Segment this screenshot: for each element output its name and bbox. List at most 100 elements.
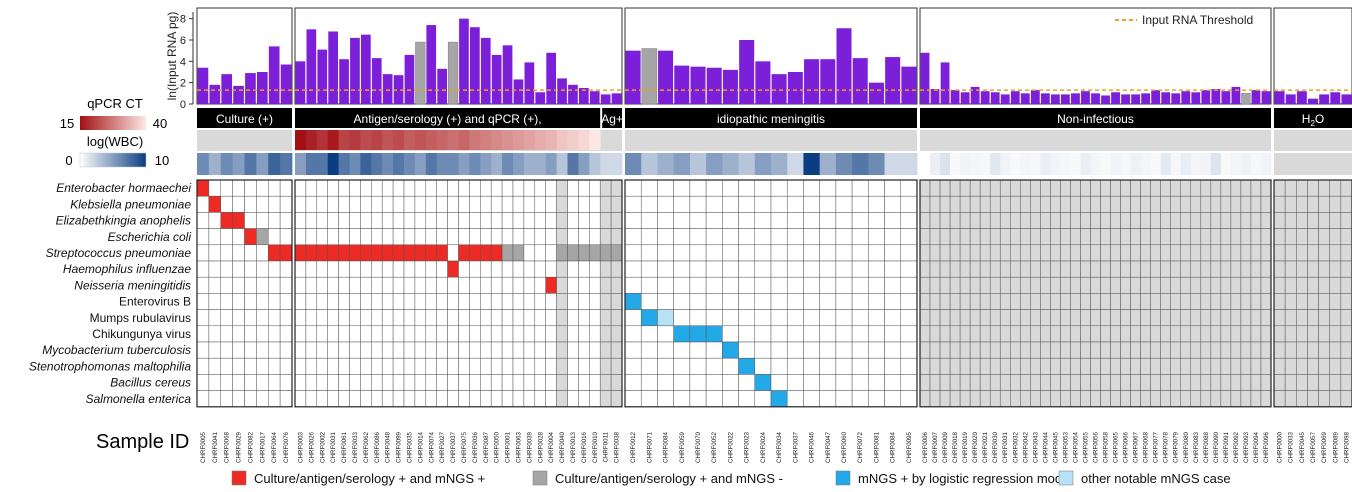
qpcr-empty-band xyxy=(1274,130,1352,150)
organism-label: Elizabethkingia anophelis xyxy=(56,214,191,228)
wbc-cell xyxy=(920,153,931,175)
grid-cell xyxy=(1100,357,1111,375)
wbc-cell xyxy=(256,153,269,175)
grid-cell xyxy=(959,293,971,310)
grid-cell xyxy=(1130,212,1141,229)
grid-cell xyxy=(425,293,437,310)
grid-cell xyxy=(1220,212,1232,229)
grid-cell xyxy=(208,309,221,327)
grid-cell xyxy=(939,228,951,246)
grid-cell xyxy=(1329,212,1342,229)
grid-cell xyxy=(381,179,394,197)
wbc-cell xyxy=(349,153,361,175)
wbc-cell xyxy=(197,153,210,175)
grid-cell xyxy=(316,179,328,197)
grid-cell xyxy=(458,390,470,408)
grid-cell xyxy=(1050,341,1061,359)
wbc-cell xyxy=(803,153,821,175)
grid-cell xyxy=(294,390,307,408)
grid-cell xyxy=(414,276,427,294)
grid-cell xyxy=(305,276,318,294)
grid-cell xyxy=(244,244,257,262)
rna-bar xyxy=(690,66,706,104)
sample-id-label: CHRF0022 xyxy=(727,431,734,463)
grid-cell xyxy=(803,228,820,246)
grid-cell xyxy=(786,293,804,310)
grid-cell xyxy=(349,212,361,229)
grid-cell xyxy=(754,276,772,294)
rna-bar xyxy=(1308,98,1318,104)
sample-id-label: CHRF0055 xyxy=(1082,431,1089,463)
grid-cell xyxy=(256,212,269,229)
grid-cell xyxy=(599,260,612,278)
grid-cell xyxy=(523,260,536,278)
grid-cell xyxy=(1150,293,1161,310)
grid-cell xyxy=(819,341,837,359)
grid-cell xyxy=(989,195,1001,213)
wbc-cell xyxy=(469,153,481,175)
grid-cell xyxy=(803,179,820,197)
grid-cell xyxy=(578,390,590,408)
grid-cell xyxy=(1250,309,1262,327)
grid-cell xyxy=(523,195,536,213)
grid-cell xyxy=(979,341,991,359)
grid-cell xyxy=(1020,325,1031,343)
grid-cell xyxy=(1230,325,1242,343)
wbc-cell xyxy=(382,153,394,175)
qpcr-cell xyxy=(589,130,601,150)
grid-cell xyxy=(279,357,293,375)
grid-cell xyxy=(305,228,318,246)
grid-cell xyxy=(1230,341,1242,359)
grid-cell xyxy=(294,309,307,327)
grid-cell xyxy=(458,228,470,246)
wbc-cell xyxy=(458,153,470,175)
grid-cell xyxy=(819,325,837,343)
qpcr-cell xyxy=(480,130,492,150)
grid-cell xyxy=(316,293,328,310)
grid-cell xyxy=(360,276,372,294)
grid-cell xyxy=(578,357,590,375)
grid-cell xyxy=(1273,179,1286,197)
group-header-band xyxy=(625,108,917,128)
grid-cell xyxy=(1040,228,1051,246)
grid-cell xyxy=(1020,293,1031,310)
grid-cell xyxy=(327,309,339,327)
grid-cell xyxy=(1070,325,1081,343)
grid-cell xyxy=(599,179,612,197)
grid-cell xyxy=(371,244,383,262)
grid-cell xyxy=(1240,325,1252,343)
grid-cell xyxy=(1296,325,1308,343)
grid-cell xyxy=(1050,212,1061,229)
grid-cell xyxy=(868,228,885,246)
grid-cell xyxy=(673,244,691,262)
rna-bar xyxy=(524,62,535,104)
grid-cell xyxy=(338,260,350,278)
grid-cell xyxy=(469,341,481,359)
grid-cell xyxy=(640,341,658,359)
grid-cell xyxy=(480,195,492,213)
sample-id-label: CHRF0017 xyxy=(259,431,266,463)
grid-cell xyxy=(1250,276,1262,294)
grid-cell xyxy=(490,390,503,408)
grid-cell xyxy=(316,276,328,294)
grid-cell xyxy=(1030,374,1041,391)
grid-cell xyxy=(1100,309,1111,327)
grid-cell xyxy=(196,228,210,246)
grid-cell xyxy=(556,212,568,229)
grid-cell xyxy=(480,341,492,359)
grid-cell xyxy=(1010,179,1021,197)
grid-cell xyxy=(999,244,1011,262)
grid-cell xyxy=(999,212,1011,229)
grid-cell xyxy=(1110,357,1121,375)
grid-cell xyxy=(279,309,293,327)
grid-cell xyxy=(624,309,642,327)
grid-cell xyxy=(490,228,503,246)
grid-cell xyxy=(512,341,525,359)
grid-cell xyxy=(819,309,837,327)
grid-cell xyxy=(1170,293,1181,310)
grid-cell xyxy=(327,293,339,310)
grid-cell xyxy=(1070,260,1081,278)
wbc-cell xyxy=(208,153,222,175)
wbc-cell xyxy=(316,153,329,175)
